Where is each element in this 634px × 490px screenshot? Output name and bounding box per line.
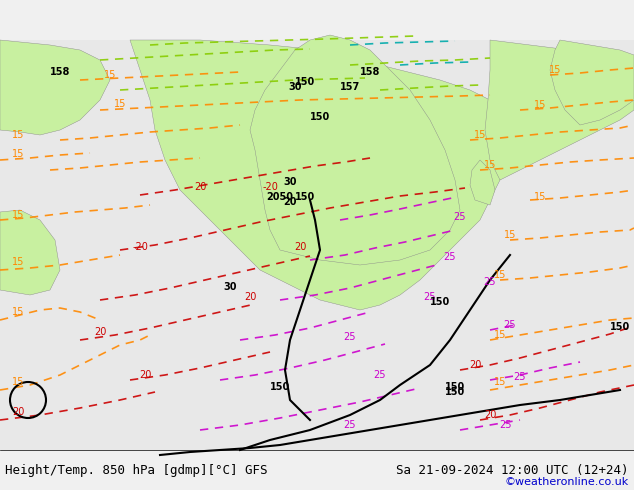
Text: 158: 158 [50, 67, 70, 77]
Text: 150: 150 [430, 297, 450, 307]
Text: 150: 150 [295, 192, 315, 202]
Text: 15: 15 [549, 65, 561, 75]
Text: 30: 30 [288, 82, 302, 92]
Text: Sa 21-09-2024 12:00 UTC (12+24): Sa 21-09-2024 12:00 UTC (12+24) [396, 464, 629, 476]
Polygon shape [550, 40, 634, 125]
Text: 25: 25 [374, 370, 386, 380]
Text: 150: 150 [610, 322, 630, 332]
Text: 150: 150 [445, 382, 465, 392]
Text: 20: 20 [294, 242, 306, 252]
Text: 30: 30 [223, 282, 236, 292]
Text: Height/Temp. 850 hPa [gdmp][°C] GFS: Height/Temp. 850 hPa [gdmp][°C] GFS [5, 464, 268, 476]
Text: 15: 15 [12, 130, 24, 140]
Text: 20: 20 [194, 182, 206, 192]
Polygon shape [250, 35, 460, 265]
Text: 20: 20 [94, 327, 106, 337]
Polygon shape [470, 160, 495, 205]
Text: 150: 150 [295, 77, 315, 87]
Text: 15: 15 [474, 130, 486, 140]
Text: 15: 15 [12, 307, 24, 317]
Text: 25: 25 [514, 372, 526, 382]
Text: 20: 20 [283, 197, 297, 207]
Text: 20: 20 [139, 370, 151, 380]
Text: 15: 15 [104, 70, 116, 80]
Text: 20: 20 [12, 407, 24, 417]
Text: 25: 25 [344, 420, 356, 430]
Text: ©weatheronline.co.uk: ©weatheronline.co.uk [505, 477, 629, 487]
Polygon shape [130, 40, 520, 310]
Polygon shape [0, 210, 60, 295]
Text: -20: -20 [132, 242, 148, 252]
Text: 25: 25 [424, 292, 436, 302]
Text: 25: 25 [444, 252, 456, 262]
Text: 15: 15 [534, 192, 546, 202]
Text: 150: 150 [310, 112, 330, 122]
Text: 20: 20 [469, 360, 481, 370]
Text: 15: 15 [12, 377, 24, 387]
Text: 15: 15 [494, 330, 506, 340]
Text: 25: 25 [454, 212, 466, 222]
Text: 15: 15 [494, 270, 506, 280]
Polygon shape [0, 40, 110, 135]
Text: 150: 150 [270, 382, 290, 392]
Text: 25: 25 [504, 320, 516, 330]
Text: 15: 15 [484, 160, 496, 170]
FancyBboxPatch shape [0, 40, 634, 450]
Text: 158: 158 [360, 67, 380, 77]
Text: 30: 30 [283, 177, 297, 187]
Text: 2050: 2050 [266, 192, 294, 202]
Polygon shape [485, 40, 634, 180]
Text: 15: 15 [12, 149, 24, 159]
Text: 15: 15 [114, 99, 126, 109]
Text: 20: 20 [244, 292, 256, 302]
Text: -20: -20 [262, 182, 278, 192]
Text: 15: 15 [504, 230, 516, 240]
Text: 25: 25 [344, 332, 356, 342]
Text: 15: 15 [494, 377, 506, 387]
Text: 25: 25 [499, 420, 511, 430]
Text: 25: 25 [484, 277, 496, 287]
Text: 15: 15 [12, 257, 24, 267]
Text: 15: 15 [534, 100, 546, 110]
Text: 15: 15 [12, 210, 24, 220]
Text: 20: 20 [484, 410, 496, 420]
Text: 157: 157 [340, 82, 360, 92]
Text: 150: 150 [445, 387, 465, 397]
